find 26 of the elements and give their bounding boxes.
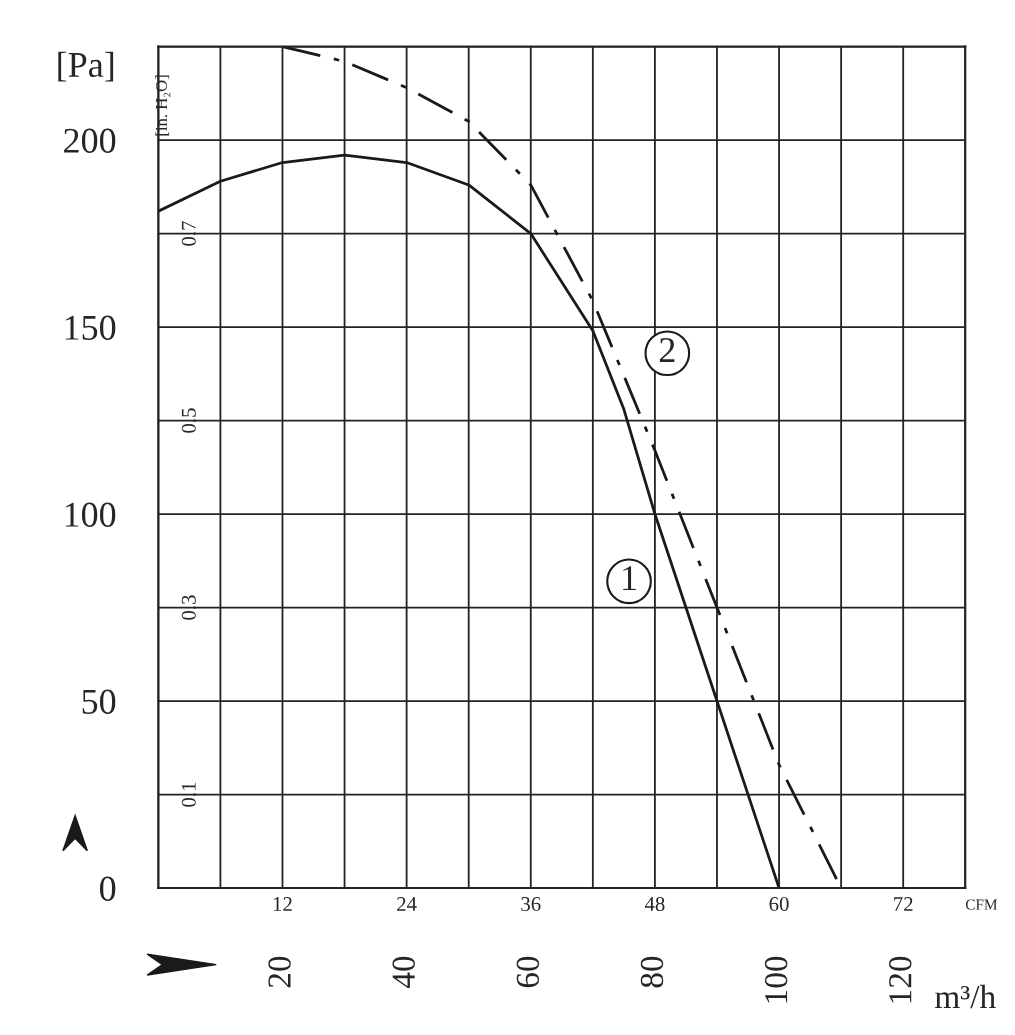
y-tick-label: 100 <box>65 502 116 527</box>
y2-tick-label: 0.3 <box>181 595 196 620</box>
y-tick-label: 200 <box>64 128 116 153</box>
y2-tick-label: 0.5 <box>181 408 196 433</box>
y2-tick-label: 0.1 <box>181 782 196 807</box>
y-axis-title: [Pa] <box>58 51 114 82</box>
x-tick-label: 72 <box>894 897 913 911</box>
x2-tick-label: 60 <box>516 956 540 988</box>
annotation: 2 <box>659 338 675 362</box>
x2-tick-label: 100 <box>764 956 788 1003</box>
x-axis-title: CFM <box>965 899 998 910</box>
y-tick-label: 0 <box>99 876 116 901</box>
x2-tick-label: 20 <box>268 956 291 988</box>
x2-tick-label: 80 <box>640 956 664 988</box>
x-tick-label: 24 <box>397 897 417 911</box>
x-tick-label: 36 <box>521 897 541 912</box>
x-tick-label: 12 <box>273 897 292 911</box>
y-tick-label: 50 <box>82 689 116 714</box>
x2-tick-label: 120 <box>889 956 912 1003</box>
x-tick-label: 48 <box>644 896 665 912</box>
y-tick-label: 150 <box>65 315 116 340</box>
annotation: 1 <box>623 566 636 591</box>
y2-tick-label: 0.7 <box>181 221 196 246</box>
x2-tick-label: 40 <box>392 956 415 989</box>
x2-axis-title: m³/h <box>935 984 996 1009</box>
x-tick-label: 60 <box>769 896 789 912</box>
